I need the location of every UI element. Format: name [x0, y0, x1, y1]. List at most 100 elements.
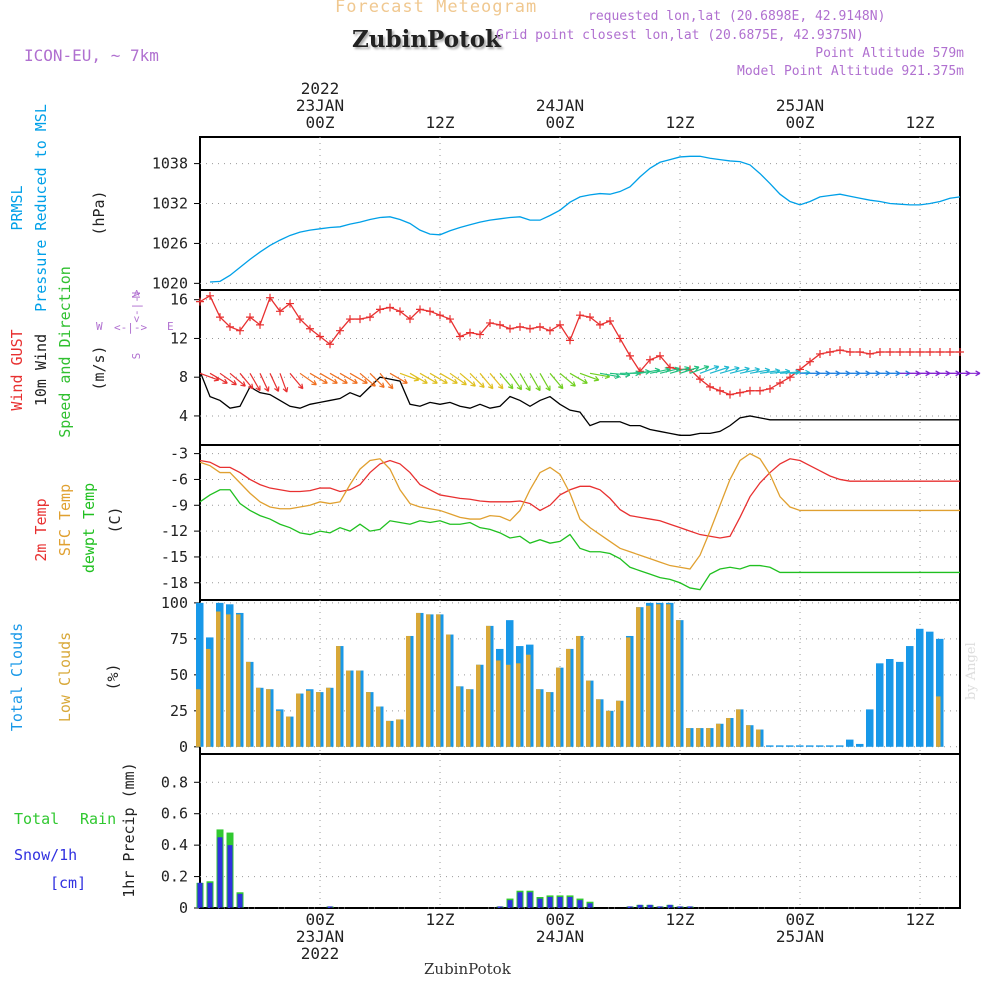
time-label-bottom: 24JAN: [536, 927, 584, 946]
y-tick-label: 0: [179, 738, 188, 756]
y-tick-label: 0.2: [161, 868, 188, 886]
y-tick-label: 8: [179, 368, 188, 386]
time-label-bottom: 00Z: [546, 910, 575, 929]
wind-arrow: [960, 370, 981, 377]
station-name: ZubinPotok: [352, 26, 501, 53]
gust-point: [856, 348, 864, 356]
low-cloud-bar: [696, 728, 701, 747]
y-tick-label: 0.4: [161, 836, 188, 854]
gust-point: [696, 375, 704, 384]
unit-ms: (m/s): [90, 345, 108, 390]
low-cloud-bar: [286, 716, 291, 747]
low-cloud-bar: [276, 710, 281, 747]
total-cloud-bar: [846, 739, 854, 747]
gust-point: [716, 386, 724, 395]
compass-s: S: [130, 353, 143, 360]
gust-point: [876, 348, 884, 356]
low-cloud-bar: [726, 718, 731, 747]
y-tick-label: 1026: [152, 234, 188, 252]
gust-point: [416, 305, 424, 314]
gust-point: [296, 315, 304, 324]
gust-point: [276, 307, 284, 316]
y-tick-label: -18: [161, 574, 188, 592]
gust-point: [606, 317, 614, 325]
wind-line: [199, 371, 960, 436]
gust-point: [356, 315, 364, 324]
y-tick-label: -12: [161, 522, 188, 540]
gust-point: [826, 348, 834, 356]
y-tick-label: 12: [170, 329, 188, 347]
gust-point: [486, 318, 494, 327]
wind-arrow: [709, 365, 730, 374]
low-cloud-bar: [496, 660, 501, 747]
gust-point: [326, 340, 334, 349]
gust-point: [496, 320, 504, 329]
wind-arrow: [239, 372, 254, 390]
gust-point: [346, 315, 354, 324]
wind-arrow: [359, 372, 376, 387]
wind-arrow: [519, 373, 531, 392]
low-cloud-bar: [606, 710, 611, 747]
total-cloud-bar: [856, 743, 864, 747]
gust-point: [406, 315, 414, 324]
gust-point: [426, 307, 434, 316]
gust-point: [366, 313, 374, 322]
wind-arrow: [279, 373, 289, 393]
label-sfc-temp: SFC Temp: [56, 484, 74, 556]
gust-point: [216, 313, 224, 322]
model-altitude: Model Point Altitude 921.375m: [737, 64, 964, 79]
gust-point: [806, 357, 814, 366]
temp-sfc-line: [199, 452, 960, 570]
wind-arrow: [459, 372, 476, 387]
snow-bar: [647, 904, 653, 908]
low-cloud-bar: [586, 680, 591, 747]
low-cloud-bar: [426, 614, 431, 747]
low-cloud-bar: [506, 664, 511, 747]
label-rain: Rain: [80, 810, 116, 828]
low-cloud-bar: [556, 667, 561, 747]
low-cloud-bar: [266, 689, 271, 747]
gust-point: [436, 311, 444, 320]
label-prmsl: PRMSL: [8, 185, 26, 230]
gust-point: [756, 386, 764, 395]
time-label-top: 00Z: [306, 113, 335, 132]
wind-arrow: [369, 372, 385, 389]
snow-bar: [577, 900, 583, 908]
low-cloud-bar: [656, 604, 661, 747]
wind-arrow: [729, 366, 750, 374]
unit-hpa: (hPa): [90, 190, 108, 235]
gust-point: [896, 348, 904, 356]
y-tick-label: 0.8: [161, 773, 188, 791]
label-low-clouds: Low Clouds: [56, 632, 74, 722]
gust-point: [816, 349, 824, 358]
panel-frame-temperature: [199, 444, 961, 601]
wind-arrow: [719, 366, 740, 374]
label-total: Total: [14, 810, 59, 828]
snow-bar: [637, 904, 643, 908]
low-cloud-bar: [686, 728, 691, 747]
time-label-bottom: 23JAN: [296, 927, 344, 946]
time-label-top: 2022: [301, 79, 340, 98]
wind-arrow: [539, 373, 551, 392]
low-cloud-bar: [526, 654, 531, 747]
gust-point: [646, 355, 654, 364]
gust-point: [196, 297, 204, 306]
snow-bar: [667, 904, 673, 908]
y-tick-label: 75: [170, 630, 188, 648]
low-cloud-bar: [576, 635, 581, 747]
y-tick-label: -9: [170, 496, 188, 514]
footer-station: ZubinPotok: [424, 960, 511, 978]
total-cloud-bar: [786, 745, 794, 747]
low-cloud-bar: [936, 696, 941, 747]
gust-point: [946, 348, 954, 356]
label-snow: Snow/1h: [14, 846, 77, 864]
snow-bar: [587, 903, 593, 908]
gust-point: [206, 291, 214, 300]
gust-point: [516, 322, 524, 331]
gust-point: [566, 336, 574, 345]
wind-arrow: [529, 373, 541, 392]
low-cloud-bar: [706, 728, 711, 747]
snow-bar: [657, 906, 663, 908]
low-cloud-bar: [346, 670, 351, 747]
